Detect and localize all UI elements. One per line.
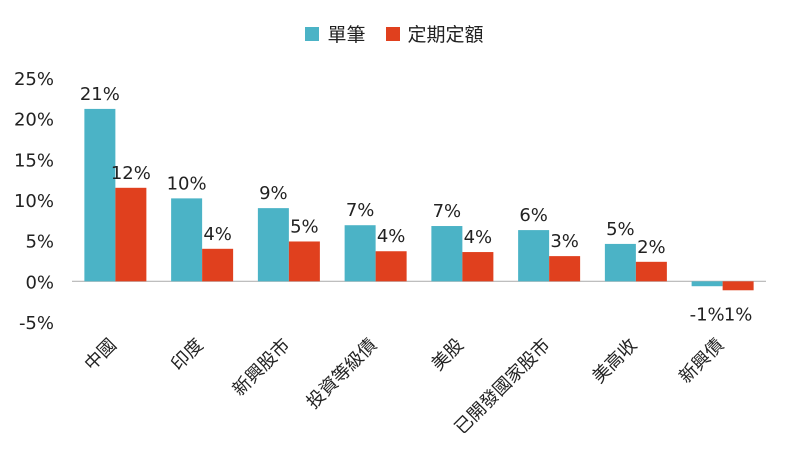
- data-label: 10%: [167, 173, 207, 194]
- data-label: 7%: [346, 200, 375, 221]
- data-label: 4%: [203, 224, 232, 245]
- x-category-label: 中國: [81, 335, 121, 375]
- bar-series-1: [518, 230, 550, 282]
- x-category-label: 美股: [428, 335, 468, 375]
- bar-series-1: [171, 198, 203, 282]
- bar-series-2: [202, 248, 234, 282]
- data-label: 12%: [111, 163, 151, 184]
- data-label: 5%: [290, 216, 319, 237]
- data-label: 4%: [464, 227, 493, 248]
- legend-item-series-1: 單筆: [305, 20, 366, 47]
- legend-swatch-series-2: [385, 26, 400, 41]
- y-tick-label: 25%: [14, 69, 54, 90]
- y-tick-label: -5%: [19, 313, 54, 334]
- y-tick-label: 0%: [25, 272, 54, 293]
- y-tick-label: 15%: [14, 150, 54, 171]
- data-label: 3%: [550, 231, 579, 252]
- bar-series-2: [288, 241, 320, 282]
- bar-series-2: [115, 187, 147, 282]
- x-category-label: 新興債: [675, 335, 728, 388]
- y-tick-label: 20%: [14, 110, 54, 131]
- bar-series-2: [635, 261, 667, 282]
- legend-label-series-2: 定期定額: [407, 24, 484, 46]
- legend: 單筆 定期定額: [0, 20, 789, 47]
- y-tick-label: 10%: [14, 191, 54, 212]
- data-label: 6%: [519, 205, 548, 226]
- legend-item-series-2: 定期定額: [385, 20, 484, 47]
- bar-series-1: [257, 208, 289, 282]
- data-label: -1%: [690, 304, 725, 325]
- data-label: 7%: [433, 201, 462, 222]
- bar-series-1: [84, 108, 116, 282]
- data-label: 5%: [606, 219, 635, 240]
- data-label: 1%: [724, 304, 753, 325]
- bar-series-2: [462, 252, 494, 282]
- bar-series-1: [344, 225, 376, 282]
- bar-series-2: [549, 256, 581, 282]
- y-tick-label: 5%: [25, 232, 54, 253]
- bar-series-2: [375, 251, 407, 282]
- data-label: 9%: [259, 183, 288, 204]
- data-label: 2%: [637, 237, 666, 258]
- legend-label-series-1: 單筆: [327, 24, 366, 46]
- bar-series-1: [691, 281, 723, 287]
- data-label: 4%: [377, 226, 406, 247]
- bar-series-2: [722, 281, 754, 291]
- bar-series-1: [431, 226, 463, 282]
- x-category-label: 新興股市: [229, 335, 295, 401]
- legend-swatch-series-1: [305, 26, 320, 41]
- data-label: 21%: [80, 84, 120, 105]
- x-category-label: 美高收: [588, 335, 641, 388]
- bar-series-1: [604, 243, 636, 282]
- x-category-label: 印度: [167, 335, 207, 375]
- x-category-label: 投資等級債: [303, 335, 381, 413]
